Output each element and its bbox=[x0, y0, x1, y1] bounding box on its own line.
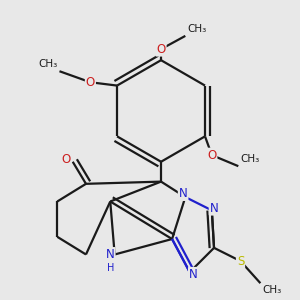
Text: H: H bbox=[106, 263, 114, 273]
Text: N: N bbox=[179, 187, 188, 200]
Text: CH₃: CH₃ bbox=[262, 285, 282, 296]
Text: O: O bbox=[207, 148, 216, 162]
Text: N: N bbox=[106, 248, 115, 261]
Text: CH₃: CH₃ bbox=[241, 154, 260, 164]
Text: O: O bbox=[156, 43, 166, 56]
Text: O: O bbox=[61, 153, 71, 166]
Text: S: S bbox=[237, 255, 244, 268]
Text: O: O bbox=[86, 76, 95, 89]
Text: CH₃: CH₃ bbox=[188, 24, 207, 34]
Text: N: N bbox=[210, 202, 218, 214]
Text: N: N bbox=[189, 268, 198, 281]
Text: CH₃: CH₃ bbox=[38, 59, 57, 69]
